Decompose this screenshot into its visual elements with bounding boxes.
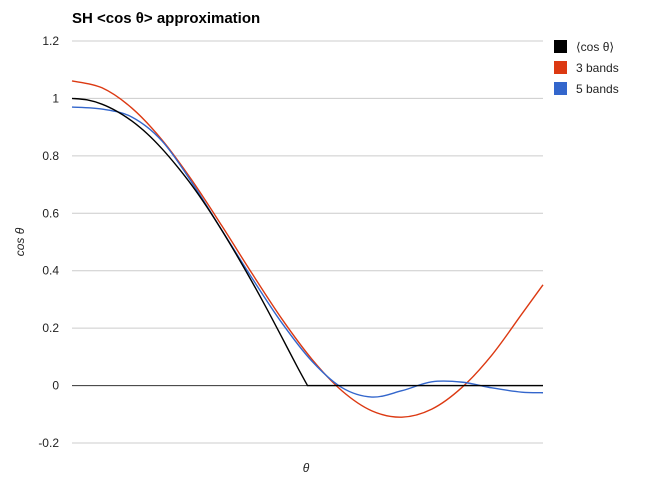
- y-tick-label: 0.6: [42, 206, 59, 220]
- gridlines: [72, 40, 543, 444]
- y-tick-label: 1.2: [42, 34, 59, 48]
- y-tick-label: 0: [52, 379, 59, 393]
- y-tick-label: 0.8: [42, 149, 59, 163]
- series-line-cos-theta: [71, 97, 543, 387]
- legend-item: 5 bands: [554, 78, 619, 99]
- legend-swatch: [554, 82, 567, 95]
- series-line-5-bands: [71, 106, 544, 398]
- y-tick-label: 0.4: [42, 264, 59, 278]
- legend-item: 3 bands: [554, 57, 619, 78]
- legend: ⟨cos θ⟩ 3 bands 5 bands: [554, 36, 619, 99]
- legend-label: ⟨cos θ⟩: [576, 39, 615, 54]
- y-axis-label: cos θ: [13, 227, 27, 256]
- legend-swatch: [554, 61, 567, 74]
- legend-item: ⟨cos θ⟩: [554, 36, 619, 57]
- x-axis-label: θ: [303, 461, 310, 475]
- y-tick-label: 0.2: [42, 321, 59, 335]
- y-tick-label: -0.2: [38, 436, 59, 450]
- y-tick-labels: 1.2 1 0.8 0.6 0.4 0.2 0 -0.2: [38, 34, 59, 450]
- series-lines: [71, 80, 544, 418]
- chart-title: SH <cos θ> approximation: [72, 10, 261, 27]
- legend-swatch: [554, 40, 567, 53]
- legend-label: 3 bands: [576, 60, 619, 75]
- legend-label: 5 bands: [576, 81, 619, 96]
- series-line-3-bands: [71, 80, 544, 418]
- y-tick-label: 1: [52, 91, 59, 105]
